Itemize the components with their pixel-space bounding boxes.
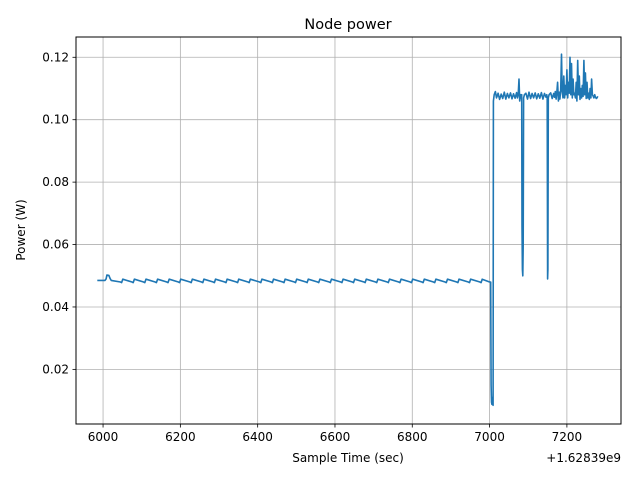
plot-frame <box>75 36 622 425</box>
power-series-line <box>97 53 599 407</box>
y-tick-label: 0.12 <box>42 50 69 64</box>
x-tick-label: 7000 <box>474 430 505 444</box>
series-layer <box>97 53 599 407</box>
x-axis-offset-label: +1.62839e9 <box>546 451 621 465</box>
y-tick-label: 0.02 <box>42 362 69 376</box>
y-tick-label: 0.08 <box>42 175 69 189</box>
y-tick-label: 0.06 <box>42 238 69 252</box>
y-axis-label: Power (W) <box>14 199 28 260</box>
x-axis-ticks: 6000 6200 6400 6600 6800 7000 7200 <box>88 424 582 444</box>
y-axis-ticks: 0.02 0.04 0.06 0.08 0.10 0.12 <box>42 50 76 376</box>
x-tick-label: 6800 <box>397 430 428 444</box>
x-tick-label: 6200 <box>165 430 196 444</box>
chart-title: Node power <box>304 17 391 33</box>
x-tick-label: 6600 <box>320 430 351 444</box>
x-tick-label: 6400 <box>242 430 273 444</box>
x-tick-label: 7200 <box>552 430 583 444</box>
y-tick-label: 0.10 <box>42 113 69 127</box>
x-tick-label: 6000 <box>88 430 119 444</box>
grid-lines <box>76 37 621 424</box>
y-tick-label: 0.04 <box>42 300 69 314</box>
x-axis-label: Sample Time (sec) <box>292 451 404 465</box>
